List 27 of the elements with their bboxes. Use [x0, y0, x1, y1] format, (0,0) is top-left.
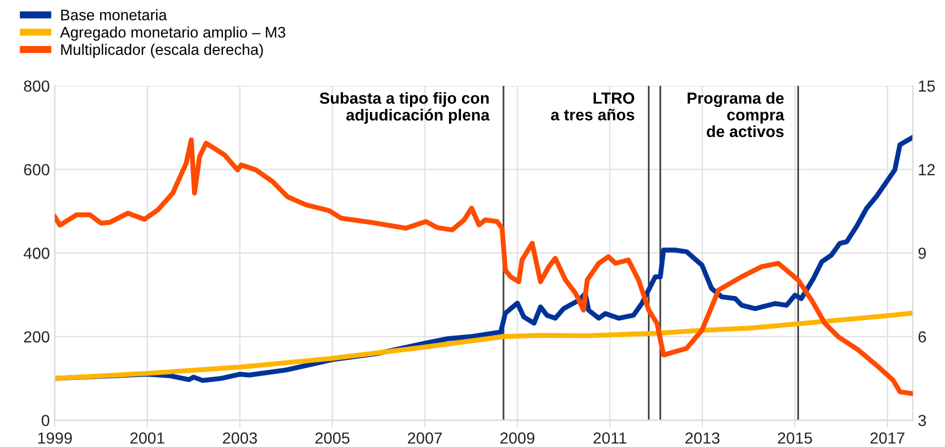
y-tick-label: 400 [24, 248, 50, 259]
ref-line-label: LTRO a tres años [551, 92, 634, 120]
x-tick-label: 2017 [870, 432, 904, 444]
legend-label: Agregado monetario amplio – M3 [60, 26, 286, 41]
x-tick-label: 2013 [685, 432, 720, 444]
legend-label: Multiplicador (escala derecha) [61, 44, 263, 58]
y-tick-label: 800 [24, 80, 50, 92]
x-tick-label: 2011 [594, 432, 626, 444]
x-tick-label: 2007 [408, 432, 442, 444]
y-tick-label: 200 [24, 331, 50, 343]
y-tick-label: 600 [24, 164, 50, 176]
x-tick-label: 2005 [315, 432, 350, 444]
y2-tick-label: 12 [918, 164, 935, 176]
x-tick-label: 2009 [500, 432, 534, 444]
ref-line-label: Subasta a tipo fijo con adjudicación plena [320, 92, 490, 124]
x-tick-label: 1999 [38, 432, 72, 444]
line-series [54, 310, 913, 381]
legend-label: Base monetaria [61, 9, 168, 20]
x-tick-label: 2015 [778, 432, 812, 444]
x-tick-label: 2001 [130, 432, 164, 444]
y2-tick-label: 15 [918, 80, 935, 92]
ref-line-label: Programa de compra de activos [688, 92, 784, 138]
y2-tick-label: 9 [918, 248, 926, 259]
x-tick-label: 2003 [222, 432, 257, 444]
y2-tick-label: 6 [918, 331, 926, 343]
y2-tick-label: 3 [918, 414, 926, 426]
y-tick-label: 0 [42, 414, 50, 426]
